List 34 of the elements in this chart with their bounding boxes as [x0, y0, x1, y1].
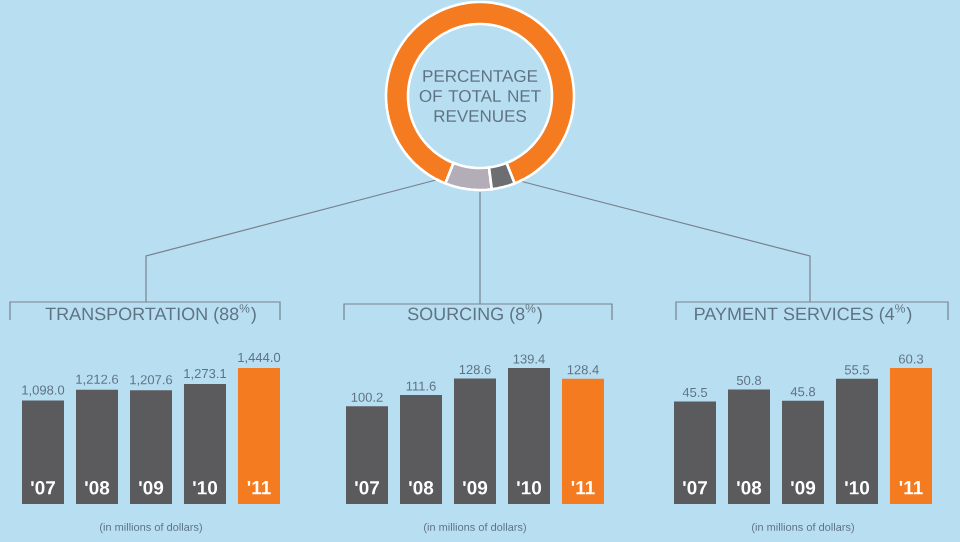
bar: [835, 378, 878, 504]
bar: [674, 401, 717, 504]
x-tick-label: '09: [139, 481, 164, 495]
bar: [129, 390, 172, 504]
bar: [454, 378, 496, 504]
chart-title: PAYMENT SERVICES (4$^{%}$): [695, 304, 912, 324]
x-tick-label: '10: [845, 481, 870, 495]
bar: [561, 378, 604, 504]
bar: [508, 368, 550, 504]
x-tick-label: '07: [683, 481, 707, 495]
x-tick-label: '08: [409, 481, 434, 495]
x-tick-label: '07: [31, 481, 55, 495]
x-tick-label: '08: [737, 481, 762, 495]
x-tick-label: '11: [899, 481, 923, 495]
x-tick-label: '08: [85, 481, 110, 495]
x-tick-label: '11: [571, 481, 595, 495]
bar: [400, 395, 442, 504]
bar: [728, 389, 770, 504]
bar: [183, 384, 226, 504]
bar: [889, 368, 932, 504]
bar: [782, 400, 824, 504]
chart-title: TRANSPORTATION (88$^{%}$): [45, 304, 256, 324]
x-tick-label: '09: [791, 481, 816, 495]
chart-title: SOURCING (8$^{%}$): [407, 304, 542, 324]
bar: [346, 406, 388, 504]
x-tick-label: '10: [193, 481, 218, 495]
text: PERCENTAGE OF TOTAL NET REVENUES: [419, 69, 541, 123]
x-tick-label: '07: [355, 481, 379, 495]
bar: [237, 368, 280, 504]
x-tick-label: '09: [463, 481, 488, 495]
x-tick-label: '10: [517, 481, 542, 495]
x-tick-label: '11: [247, 481, 271, 495]
bar: [76, 389, 118, 504]
bar: [22, 400, 64, 504]
